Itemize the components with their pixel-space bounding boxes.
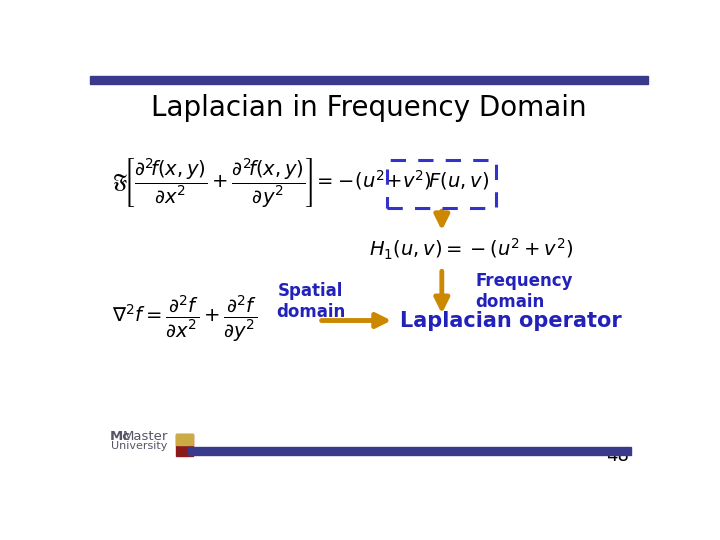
Text: $\mathfrak{F}\!\left[\dfrac{\partial^2\! f(x,y)}{\partial x^2}+\dfrac{\partial^2: $\mathfrak{F}\!\left[\dfrac{\partial^2\!… (112, 157, 490, 210)
Bar (176, 434, 193, 445)
Text: $\nabla^2 f = \dfrac{\partial^2 f}{\partial x^2}+\dfrac{\partial^2 f}{\partial y: $\nabla^2 f = \dfrac{\partial^2 f}{\part… (112, 293, 258, 343)
Bar (176, 434, 193, 456)
Text: Spatial
domain: Spatial domain (276, 282, 345, 321)
Text: Laplacian operator: Laplacian operator (400, 310, 621, 330)
Bar (387, 160, 496, 208)
Text: 48: 48 (606, 447, 629, 465)
Text: Laplacian in Frequency Domain: Laplacian in Frequency Domain (151, 94, 587, 123)
Bar (90, 76, 648, 84)
Text: $H_1(u,v) = -(u^2+v^2)$: $H_1(u,v) = -(u^2+v^2)$ (369, 237, 574, 262)
Text: Mc: Mc (109, 430, 130, 443)
Text: Frequency
domain: Frequency domain (475, 272, 573, 311)
Bar (188, 447, 631, 455)
Text: University: University (111, 441, 168, 451)
Text: Master: Master (122, 430, 168, 443)
